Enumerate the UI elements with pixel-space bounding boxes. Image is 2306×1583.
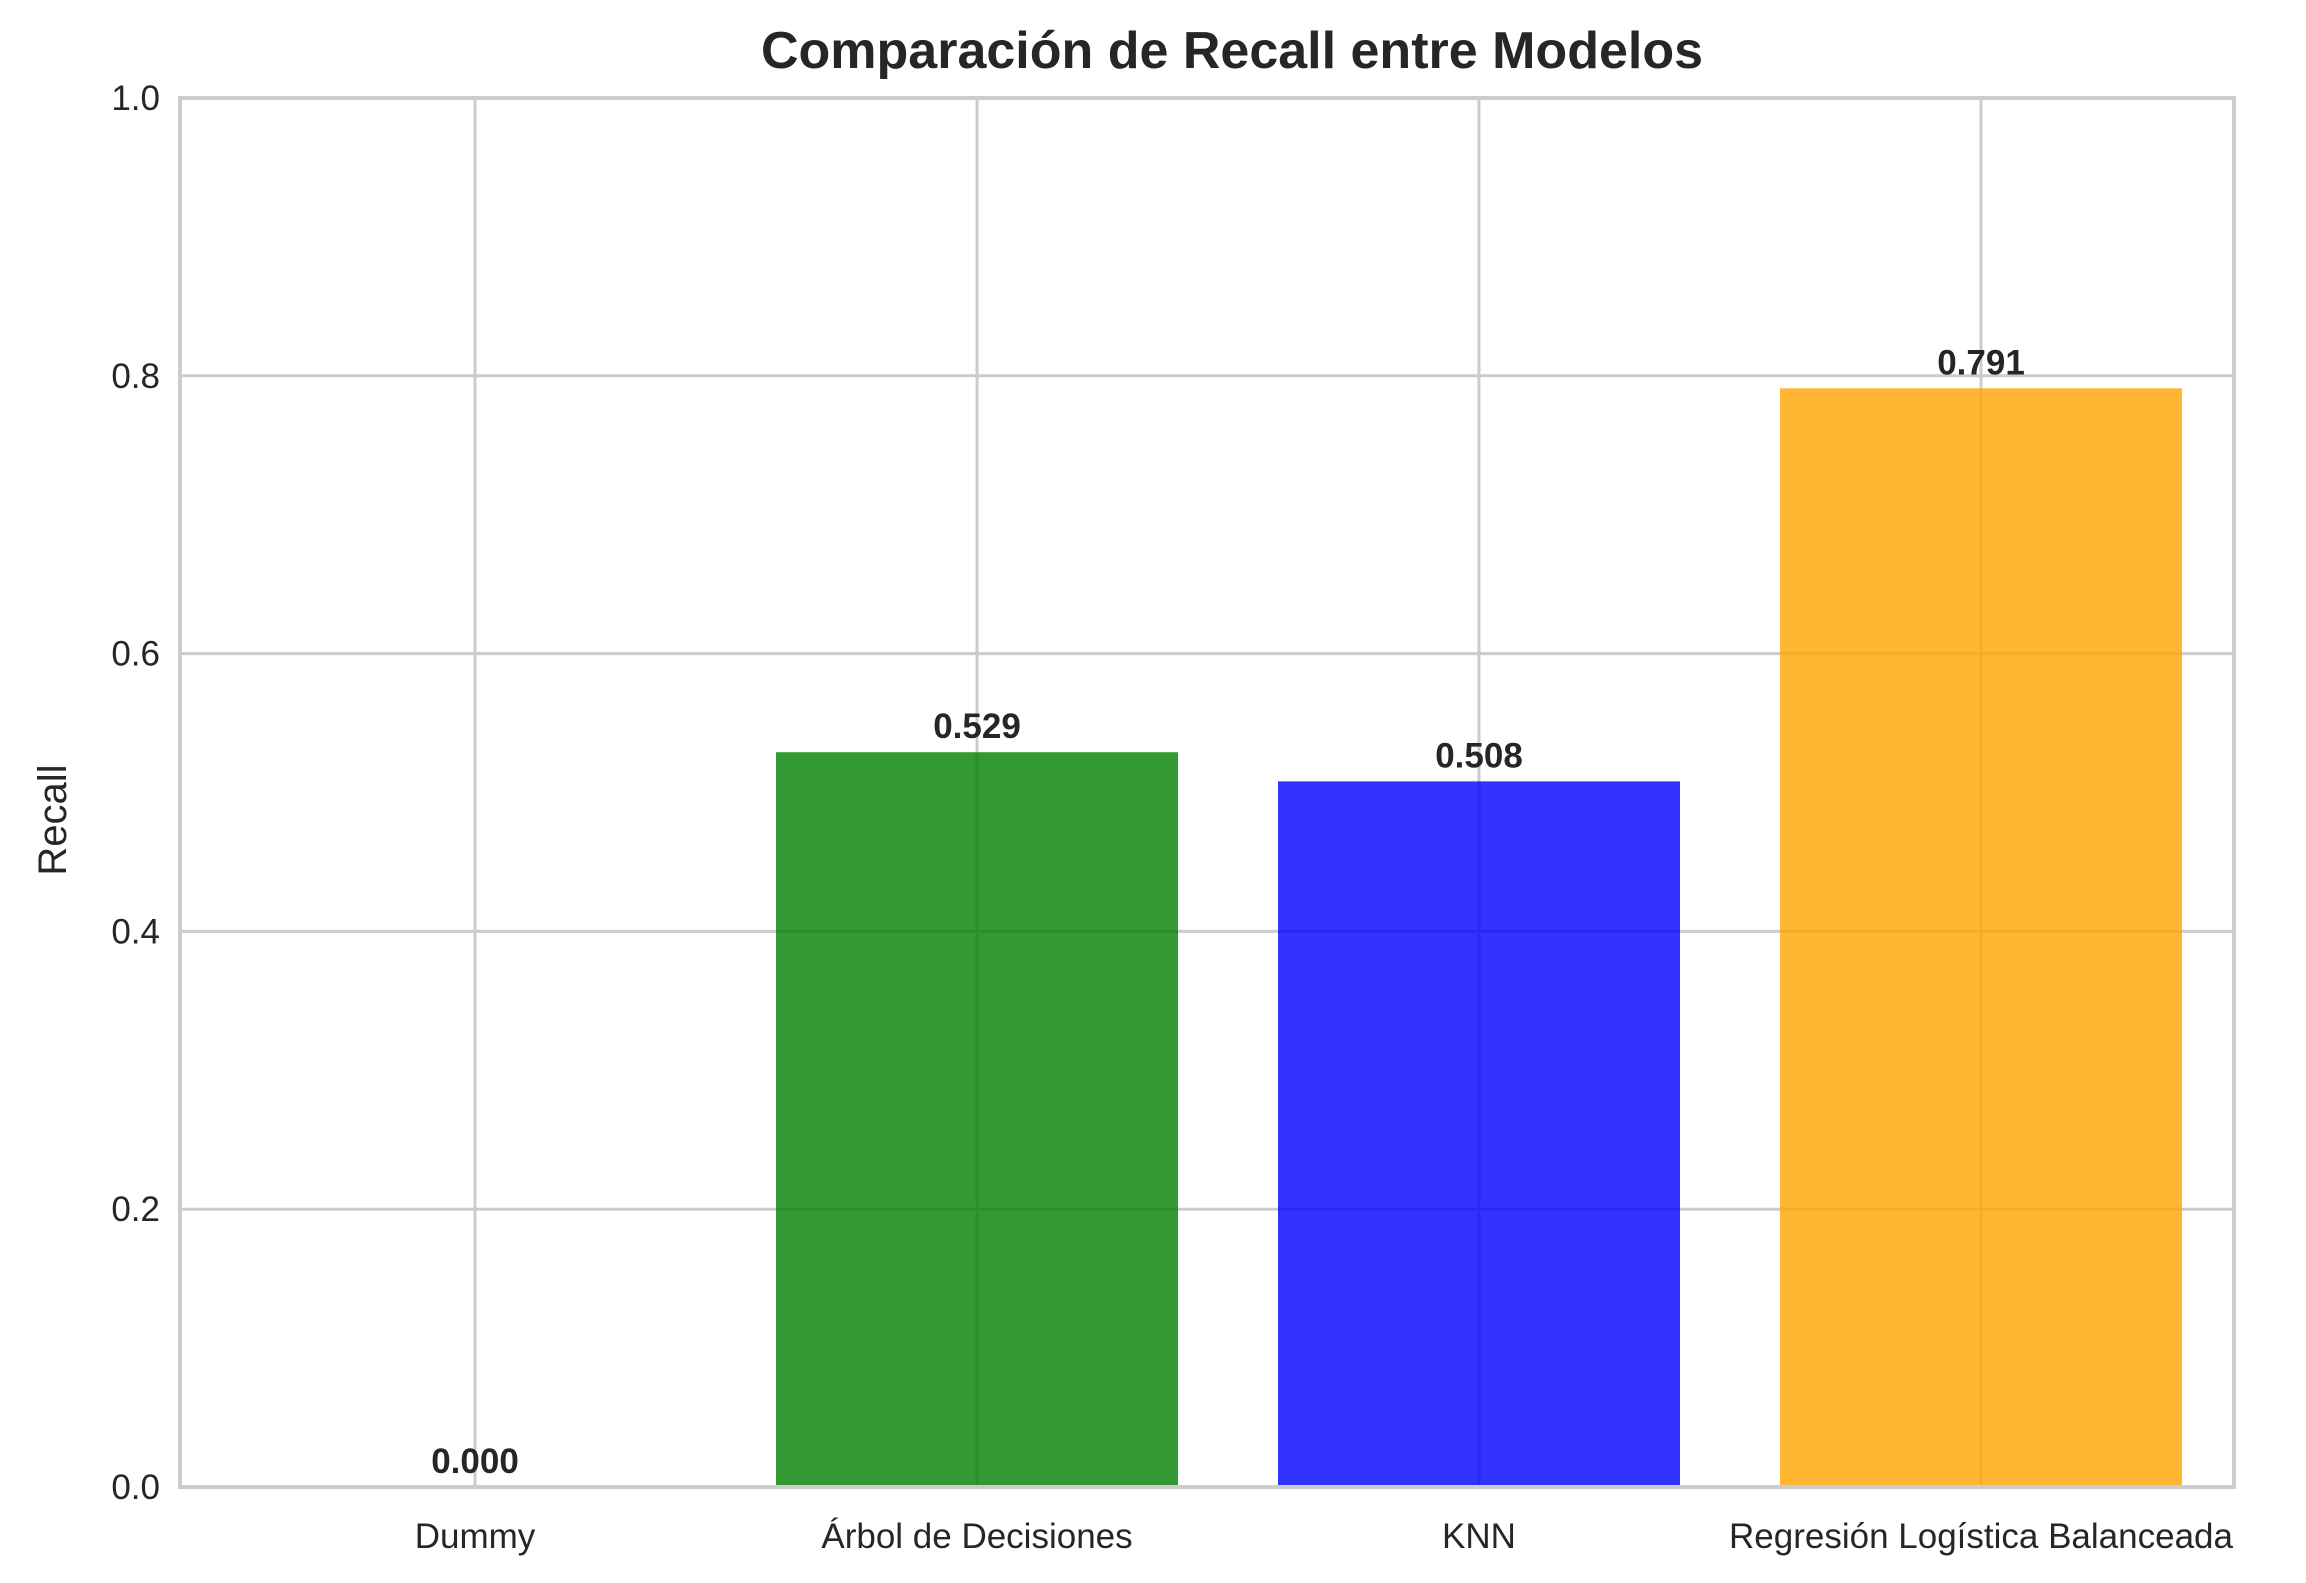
plot-frame (178, 96, 2236, 1489)
x-tick-label: KNN (1442, 1517, 1516, 1556)
bar-1 (776, 752, 1178, 1487)
bar-3 (1780, 388, 2182, 1487)
x-tick-label: Árbol de Decisiones (821, 1517, 1132, 1556)
y-axis-label: Recall (31, 764, 75, 875)
chart-title: Comparación de Recall entre Modelos (761, 22, 1703, 80)
y-tick-label: 0.8 (111, 357, 160, 396)
y-tick-label: 0.0 (111, 1468, 160, 1507)
y-tick-label: 1.0 (111, 79, 160, 118)
bar-2 (1278, 781, 1680, 1487)
bar-value-label: 0.791 (1937, 343, 2025, 382)
y-tick-labels: 0.0 0.2 0.4 0.6 0.8 1.0 (111, 79, 160, 1507)
bar-value-label: 0.508 (1435, 736, 1523, 775)
y-tick-label: 0.4 (111, 912, 160, 951)
data-labels: 0.000 0.529 0.508 0.791 (431, 343, 2025, 1481)
bar-value-label: 0.000 (431, 1442, 519, 1481)
x-tick-labels: Dummy Árbol de Decisiones KNN Regresión Log… (415, 1517, 2234, 1556)
y-tick-label: 0.6 (111, 635, 160, 674)
y-tick-label: 0.2 (111, 1190, 160, 1229)
x-tick-label: Regresión Logística Balanceada (1729, 1517, 2233, 1556)
bars (776, 388, 2182, 1487)
bar-value-label: 0.529 (933, 707, 1021, 746)
x-tick-label: Dummy (415, 1517, 536, 1556)
